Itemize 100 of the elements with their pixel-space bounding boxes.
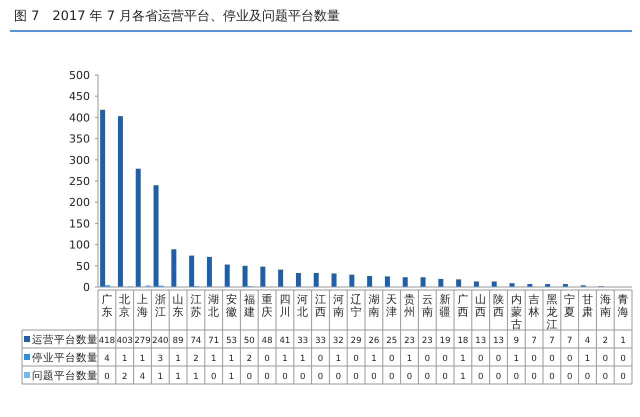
data-label: 0 bbox=[282, 372, 288, 382]
data-label: 1 bbox=[175, 354, 181, 364]
data-label: 0 bbox=[300, 372, 306, 382]
x-tick-label: 吉林 bbox=[528, 293, 540, 318]
x-tick-label: 云南 bbox=[422, 293, 433, 318]
data-label: 0 bbox=[371, 372, 377, 382]
data-label: 1 bbox=[158, 372, 164, 382]
data-label: 2 bbox=[602, 336, 608, 346]
x-tick-label: 安徽 bbox=[226, 293, 237, 318]
data-label: 403 bbox=[116, 336, 133, 346]
y-tick-label: 50 bbox=[76, 260, 90, 273]
data-label: 7 bbox=[566, 336, 572, 346]
data-label: 0 bbox=[353, 372, 359, 382]
x-tick-label: 北京 bbox=[119, 293, 130, 318]
data-label: 2 bbox=[193, 354, 199, 364]
x-tick-label: 江苏 bbox=[190, 293, 202, 318]
data-label: 89 bbox=[172, 336, 184, 346]
x-tick-label: 辽宁 bbox=[350, 293, 362, 318]
data-label: 0 bbox=[353, 354, 359, 364]
x-tick-label: 天津 bbox=[386, 293, 398, 318]
data-label: 26 bbox=[368, 336, 380, 346]
x-tick-label: 河南 bbox=[332, 293, 344, 318]
y-tick-label: 200 bbox=[69, 196, 90, 210]
data-label: 1 bbox=[514, 354, 520, 364]
data-label: 74 bbox=[190, 336, 202, 346]
data-label: 2 bbox=[246, 354, 252, 364]
data-label: 33 bbox=[297, 336, 308, 346]
data-label: 1 bbox=[122, 354, 128, 364]
data-label: 4 bbox=[140, 372, 146, 382]
data-label: 0 bbox=[478, 354, 484, 364]
data-label: 1 bbox=[140, 354, 146, 364]
data-label: 1 bbox=[228, 372, 234, 382]
x-tick-label: 浙江 bbox=[154, 293, 166, 318]
data-label: 0 bbox=[424, 372, 430, 382]
x-tick-label: 山西 bbox=[475, 293, 486, 318]
x-tick-label: 山东 bbox=[172, 293, 184, 318]
y-tick-label: 150 bbox=[69, 217, 90, 230]
data-label: 50 bbox=[244, 336, 255, 346]
x-tick-label: 甘肃 bbox=[582, 293, 593, 318]
data-label: 13 bbox=[493, 336, 504, 346]
data-label: 0 bbox=[104, 372, 110, 382]
data-label: 0 bbox=[602, 372, 608, 382]
data-label: 4 bbox=[584, 336, 590, 346]
data-label: 41 bbox=[279, 336, 290, 346]
y-tick-label: 300 bbox=[69, 154, 90, 167]
data-label: 18 bbox=[457, 336, 468, 346]
data-label: 0 bbox=[336, 372, 342, 382]
x-tick-label: 湖南 bbox=[368, 293, 380, 318]
data-label: 0 bbox=[496, 372, 502, 382]
data-label: 1 bbox=[406, 354, 412, 364]
data-label: 0 bbox=[566, 372, 572, 382]
x-tick-label: 江西 bbox=[315, 293, 326, 318]
legend-label: 运营平台数量 bbox=[32, 333, 98, 346]
data-label: 0 bbox=[264, 354, 270, 364]
data-label: 2 bbox=[122, 372, 128, 382]
data-label: 1 bbox=[584, 354, 590, 364]
data-label: 1 bbox=[336, 354, 342, 364]
data-label: 0 bbox=[584, 372, 590, 382]
data-label: 1 bbox=[282, 354, 288, 364]
data-label: 1 bbox=[460, 354, 466, 364]
data-label: 13 bbox=[475, 336, 486, 346]
data-label: 0 bbox=[549, 372, 555, 382]
data-label: 3 bbox=[158, 354, 164, 364]
data-label: 0 bbox=[566, 354, 572, 364]
data-label: 0 bbox=[318, 372, 324, 382]
y-tick-label: 350 bbox=[69, 132, 90, 146]
y-tick-label: 450 bbox=[69, 90, 90, 104]
data-label: 0 bbox=[424, 354, 430, 364]
data-label: 0 bbox=[620, 354, 626, 364]
x-tick-label: 黑龙江 bbox=[546, 293, 558, 331]
data-label: 0 bbox=[620, 372, 626, 382]
y-tick-label: 400 bbox=[69, 111, 90, 124]
y-tick-label: 100 bbox=[69, 238, 90, 252]
data-label: 7 bbox=[549, 336, 555, 346]
chart-title: 图 7 2017 年 7 月各省运营平台、停业及问题平台数量 bbox=[14, 9, 340, 24]
x-tick-label: 青海 bbox=[618, 293, 629, 318]
x-tick-label: 河北 bbox=[297, 293, 308, 318]
x-tick-label: 宁夏 bbox=[564, 293, 576, 318]
data-label: 1 bbox=[460, 372, 466, 382]
x-tick-label: 内蒙古 bbox=[510, 293, 522, 331]
legend-label: 问题平台数量 bbox=[32, 369, 98, 382]
data-label: 1 bbox=[228, 354, 234, 364]
x-tick-label: 广东 bbox=[101, 293, 112, 318]
data-label: 0 bbox=[210, 372, 216, 382]
y-tick-label: 250 bbox=[69, 175, 90, 188]
data-label: 0 bbox=[406, 372, 412, 382]
data-label: 279 bbox=[134, 336, 151, 346]
data-label: 29 bbox=[350, 336, 362, 346]
data-label: 0 bbox=[602, 354, 608, 364]
x-tick-label: 湖北 bbox=[208, 293, 220, 318]
data-label: 0 bbox=[478, 372, 484, 382]
data-label: 0 bbox=[496, 354, 502, 364]
data-label: 1 bbox=[371, 354, 377, 364]
data-label: 0 bbox=[514, 372, 520, 382]
data-label: 1 bbox=[300, 354, 306, 364]
data-label: 0 bbox=[442, 372, 448, 382]
data-label: 33 bbox=[315, 336, 326, 346]
data-label: 0 bbox=[264, 372, 270, 382]
data-label: 0 bbox=[388, 354, 394, 364]
data-label: 25 bbox=[386, 336, 398, 346]
